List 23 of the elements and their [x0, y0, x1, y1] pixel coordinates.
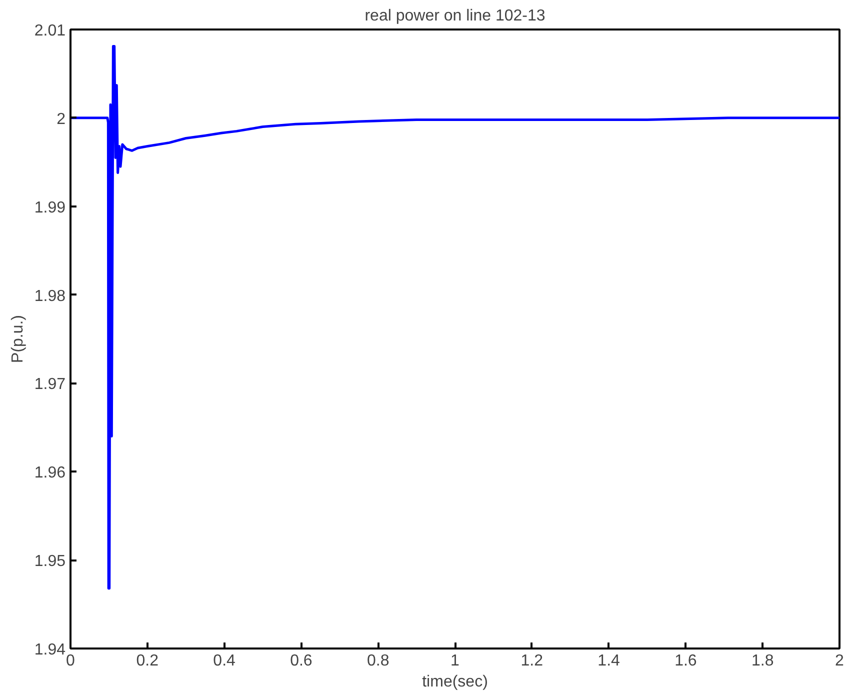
x-tick-label: 0.4 — [213, 652, 236, 670]
x-tick-label: 0 — [66, 652, 76, 670]
x-tick-label: 2 — [835, 652, 844, 670]
x-tick-label: 0.8 — [366, 652, 390, 670]
x-tick-label: 1.6 — [674, 652, 697, 670]
x-tick-label: 1.2 — [520, 652, 544, 670]
y-tick-label: 1.97 — [34, 376, 66, 394]
x-tick-label: 1 — [450, 652, 460, 670]
y-axis-title: P(p.u.) — [9, 314, 26, 364]
y-tick-label: 1.94 — [34, 642, 66, 658]
line-series — [70, 45, 840, 590]
x-tick-label: 0.2 — [136, 652, 159, 670]
x-tick-label: 1.4 — [598, 652, 620, 670]
chart-title: real power on line 102-13 — [364, 8, 546, 24]
y-tick-label: 1.96 — [34, 464, 66, 482]
y-tick-label: 2.01 — [34, 22, 66, 40]
y-tick-label: 1.95 — [34, 553, 66, 570]
y-tick-label: 1.98 — [34, 288, 66, 305]
x-tick-label: 1.8 — [751, 652, 774, 670]
x-tick-label: 0.6 — [290, 652, 312, 670]
x-axis-title: time(sec) — [422, 674, 488, 690]
y-tick-label: 2 — [56, 110, 66, 128]
y-tick-label: 1.99 — [34, 199, 66, 216]
